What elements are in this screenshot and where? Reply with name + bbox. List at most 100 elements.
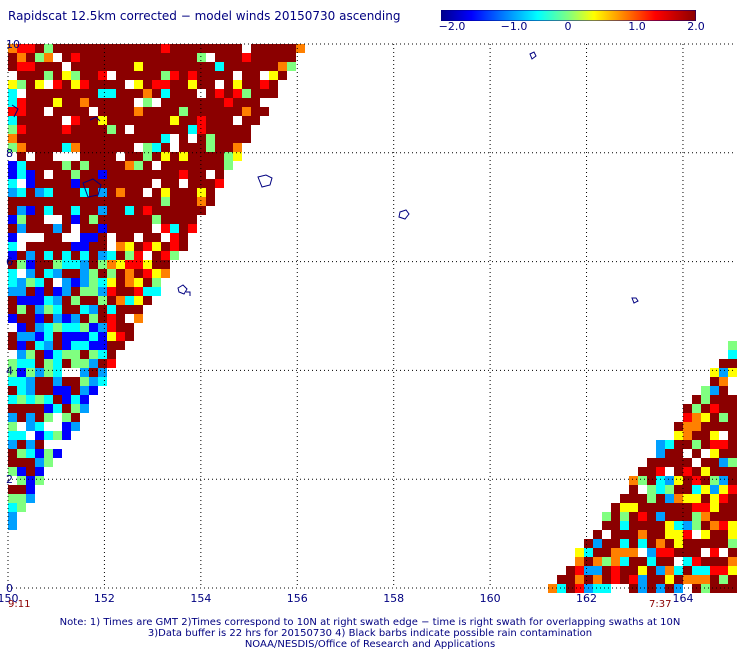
swath-cell — [620, 557, 629, 566]
swath-cell — [161, 134, 170, 143]
swath-cell — [179, 89, 188, 98]
swath-cell — [44, 71, 53, 80]
swath-cell — [26, 206, 35, 215]
swath-cell — [62, 422, 71, 431]
swath-cell — [17, 170, 26, 179]
swath-cell — [665, 449, 674, 458]
swath-cell — [44, 143, 53, 152]
swath-cell — [251, 89, 260, 98]
swath-cell — [35, 431, 44, 440]
swath-cell — [170, 215, 179, 224]
swath-cell — [62, 71, 71, 80]
swath-cell — [107, 278, 116, 287]
swath-cell — [719, 494, 728, 503]
swath-cell — [44, 278, 53, 287]
swath-cell — [143, 296, 152, 305]
swath-cell — [170, 44, 179, 53]
swath-cell — [674, 476, 683, 485]
swath-cell — [701, 413, 710, 422]
swath-cell — [44, 233, 53, 242]
swath-cell — [170, 98, 179, 107]
swath-cell — [107, 323, 116, 332]
swath-cell — [170, 224, 179, 233]
swath-cell — [143, 161, 152, 170]
swath-cell — [188, 143, 197, 152]
swath-cell — [215, 53, 224, 62]
swath-cell — [53, 170, 62, 179]
swath-cell — [71, 314, 80, 323]
colorbar-label-max: 2.0 — [687, 20, 705, 33]
swath-cell — [179, 107, 188, 116]
note-line-1: Note: 1) Times are GMT 2)Times correspon… — [59, 617, 681, 628]
swath-cell — [17, 224, 26, 233]
swath-cell — [242, 80, 251, 89]
swath-cell — [26, 359, 35, 368]
swath-cell — [179, 116, 188, 125]
coastline — [82, 178, 102, 198]
swath-cell — [8, 494, 17, 503]
swath-cell — [26, 377, 35, 386]
swath-cell — [260, 89, 269, 98]
swath-cell — [134, 224, 143, 233]
swath-cell — [188, 170, 197, 179]
swath-cell — [80, 323, 89, 332]
swath-cell — [638, 476, 647, 485]
swath-cell — [701, 584, 710, 593]
swath-cell — [710, 386, 719, 395]
swath-cell — [665, 584, 674, 593]
swath-cell — [80, 287, 89, 296]
swath-cell — [8, 404, 17, 413]
swath-cell — [53, 179, 62, 188]
swath-cell — [188, 89, 197, 98]
swath-cell — [197, 206, 206, 215]
swath-cell — [233, 80, 242, 89]
swath-cell — [179, 215, 188, 224]
latitude-label: 0 — [6, 582, 13, 595]
swath-cell — [683, 530, 692, 539]
swath-cell — [656, 566, 665, 575]
swath-cell — [584, 539, 593, 548]
swath-cell — [710, 539, 719, 548]
swath-cell — [728, 458, 737, 467]
swath-cell — [62, 188, 71, 197]
swath-cell — [710, 548, 719, 557]
swath-cell — [719, 395, 728, 404]
swath-cell — [89, 341, 98, 350]
swath-cell — [8, 143, 17, 152]
swath-cell — [35, 116, 44, 125]
swath-cell — [197, 107, 206, 116]
swath-cell — [134, 242, 143, 251]
swath-cell — [710, 557, 719, 566]
swath-cell — [224, 62, 233, 71]
swath-cell — [701, 395, 710, 404]
swath-cell — [161, 170, 170, 179]
swath-cell — [710, 431, 719, 440]
swath-cell — [26, 485, 35, 494]
swath-cell — [53, 269, 62, 278]
swath-cell — [62, 269, 71, 278]
swath-cell — [260, 80, 269, 89]
swath-cell — [260, 107, 269, 116]
swath-cell — [26, 476, 35, 485]
swath-cell — [44, 296, 53, 305]
swath-cell — [98, 350, 107, 359]
swath-cell — [611, 503, 620, 512]
swath-cell — [98, 341, 107, 350]
swath-cell — [188, 125, 197, 134]
swath-cell — [683, 494, 692, 503]
swath-cell — [17, 485, 26, 494]
swath-cell — [62, 413, 71, 422]
swath-cell — [170, 206, 179, 215]
swath-cell — [89, 251, 98, 260]
swath-cell — [206, 89, 215, 98]
swath-cell — [134, 161, 143, 170]
swath-cell — [89, 179, 98, 188]
swath-cell — [161, 89, 170, 98]
swath-cell — [728, 341, 737, 350]
swath-cell — [8, 377, 17, 386]
swath-cell — [647, 566, 656, 575]
swath-cell — [719, 467, 728, 476]
swath-cell — [44, 89, 53, 98]
swath-cell — [26, 278, 35, 287]
swath-cell — [80, 350, 89, 359]
